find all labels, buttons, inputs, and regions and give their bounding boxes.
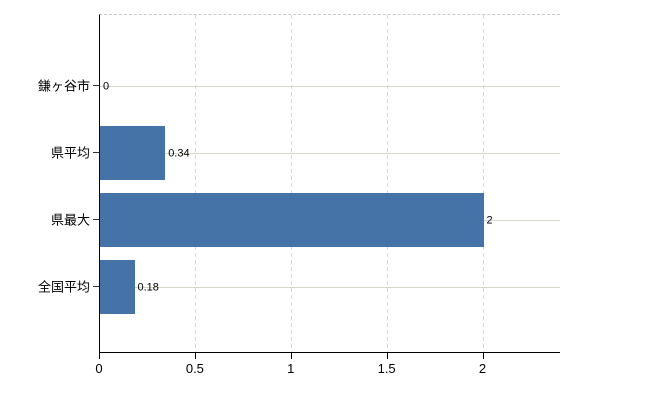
y-axis-category-label: 全国平均 — [37, 279, 90, 295]
gridline-horizontal — [100, 153, 560, 154]
gridline-vertical — [290, 15, 292, 352]
plot-area: 0 0.34 2 0.18 — [99, 14, 560, 353]
gridline-vertical — [482, 15, 484, 352]
bar — [100, 260, 135, 314]
y-axis-tick — [93, 152, 99, 153]
x-axis-tick — [290, 353, 292, 359]
bar-value-label: 0 — [103, 80, 110, 93]
y-axis-tick — [93, 219, 99, 220]
x-axis-tick-label: 2 — [478, 361, 487, 376]
x-axis-tick — [482, 353, 484, 359]
bar-value-label: 2 — [486, 214, 493, 227]
x-axis-tick — [386, 353, 388, 359]
bar — [100, 193, 484, 247]
gridline-vertical — [194, 15, 196, 352]
y-axis-tick — [93, 286, 99, 287]
gridline-vertical — [386, 15, 388, 352]
x-axis-tick-label: 1 — [287, 361, 295, 376]
x-axis-tick-label: 0.5 — [185, 361, 204, 376]
bar-value-label: 0.34 — [168, 147, 190, 160]
y-axis-category-label: 鎌ヶ谷市 — [37, 78, 90, 94]
x-axis-tick — [194, 353, 196, 359]
y-axis-category-label: 県最大 — [50, 212, 90, 228]
x-axis-tick — [99, 353, 100, 359]
x-axis-tick-label: 0 — [95, 361, 103, 376]
y-axis-category-label: 県平均 — [50, 145, 90, 161]
y-axis-tick — [93, 85, 99, 86]
bar-value-label: 0.18 — [137, 281, 159, 294]
gridline-horizontal — [100, 86, 560, 87]
bar — [100, 126, 166, 180]
gridline-horizontal — [100, 287, 560, 288]
x-axis-tick-label: 1.5 — [377, 361, 396, 376]
